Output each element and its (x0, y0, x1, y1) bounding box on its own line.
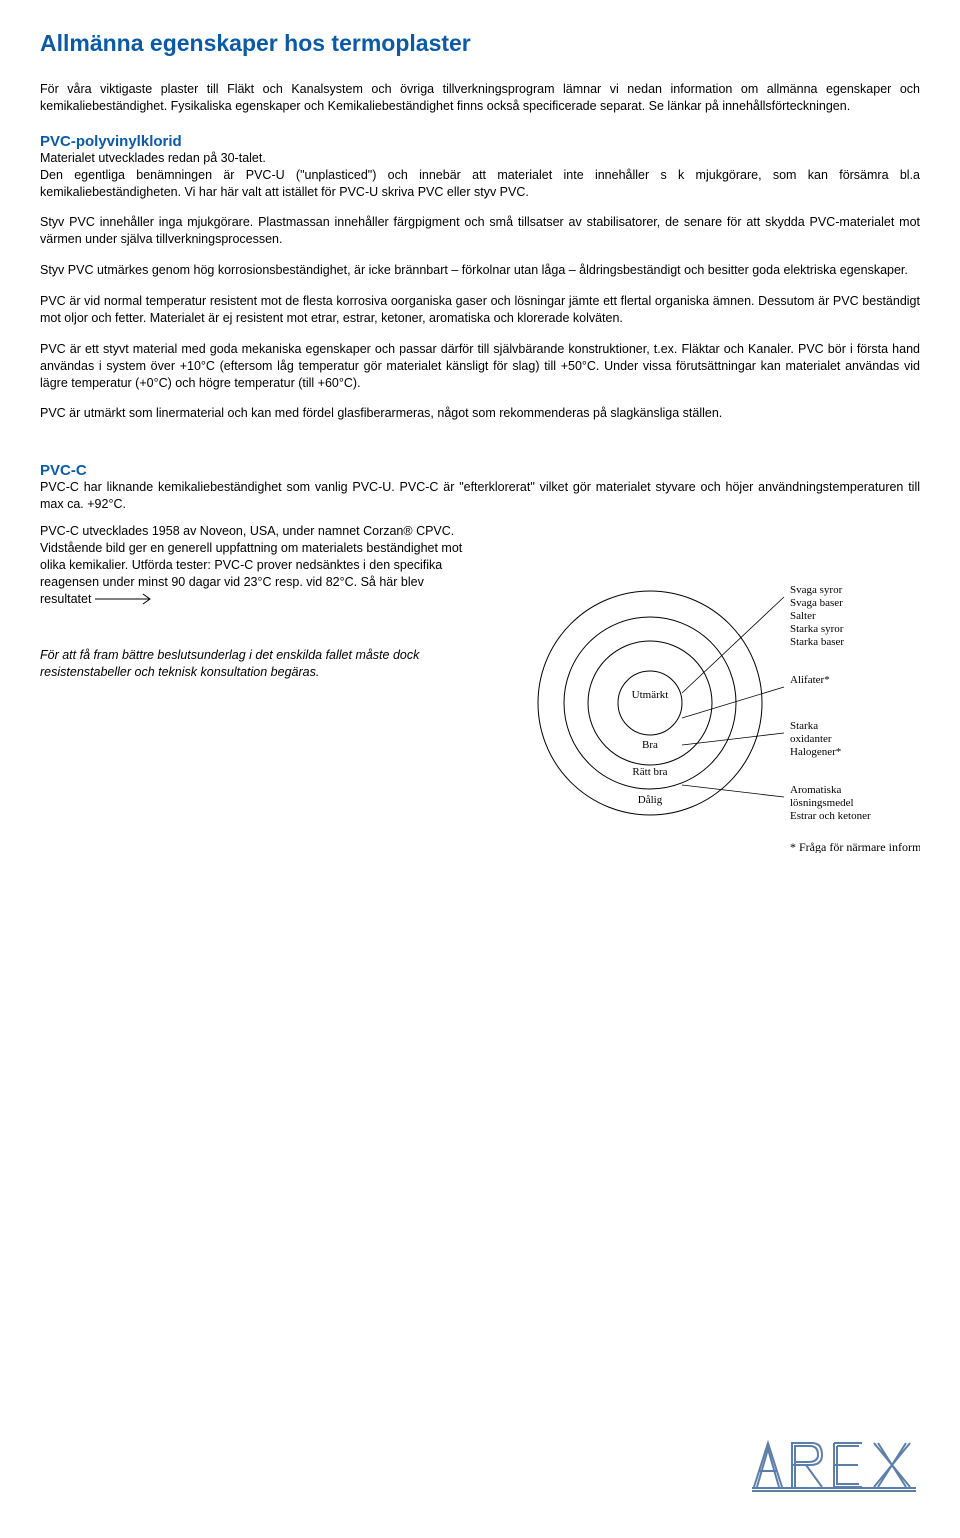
svg-text:lösningsmedel: lösningsmedel (790, 797, 854, 809)
svg-text:Rätt bra: Rätt bra (632, 766, 667, 778)
pvcc-left-column: PVC-C utvecklades 1958 av Noveon, USA, u… (40, 523, 470, 858)
pvc-p3: Styv PVC utmärkes genom hög korrosionsbe… (40, 262, 920, 279)
svg-text:Svaga syror: Svaga syror (790, 584, 843, 596)
pvc-p2: Styv PVC innehåller inga mjukgörare. Pla… (40, 214, 920, 248)
diagram-footnote: * Fråga för närmare information (790, 840, 920, 853)
pvcc-left1: PVC-C utvecklades 1958 av Noveon, USA, u… (40, 523, 470, 540)
svg-text:Starka: Starka (790, 720, 818, 732)
pvc-p4: PVC är vid normal temperatur resistent m… (40, 293, 920, 327)
svg-text:Svaga baser: Svaga baser (790, 597, 843, 609)
page-title: Allmänna egenskaper hos termoplaster (40, 30, 920, 57)
pvc-p1: Den egentliga benämningen är PVC-U ("unp… (40, 168, 920, 199)
pvc-p6: PVC är utmärkt som linermaterial och kan… (40, 405, 920, 422)
svg-text:Utmärkt: Utmärkt (632, 689, 669, 701)
pvc-lead: Materialet utvecklades redan på 30-talet… (40, 150, 920, 201)
svg-text:oxidanter: oxidanter (790, 733, 832, 745)
pvc-heading: PVC-polyvinylklorid (40, 133, 920, 150)
arex-logo (750, 1437, 920, 1498)
intro-paragraph: För våra viktigaste plaster till Fläkt o… (40, 81, 920, 115)
svg-text:Halogener*: Halogener* (790, 746, 841, 758)
resistance-diagram: Utmärkt Bra Rätt bra Dålig Svaga syrorSvaga… (490, 523, 920, 853)
svg-text:Estrar och ketoner: Estrar och ketoner (790, 810, 871, 822)
pvcc-diagram-column: Utmärkt Bra Rätt bra Dålig Svaga syrorSvaga… (490, 523, 920, 858)
pvcc-left2: Vidstående bild ger en generell uppfattn… (40, 540, 470, 608)
svg-text:Starka syror: Starka syror (790, 623, 844, 635)
pvc-lead-text: Materialet utvecklades redan på 30-talet… (40, 151, 266, 165)
svg-text:Bra: Bra (642, 739, 658, 751)
arrow-icon (95, 593, 155, 605)
svg-text:Dålig: Dålig (638, 794, 663, 806)
pvcc-consult: För att få fram bättre beslutsunderlag i… (40, 647, 470, 681)
svg-text:Aromatiska: Aromatiska (790, 784, 841, 796)
pvc-p5: PVC är ett styvt material med goda mekan… (40, 341, 920, 392)
svg-text:Salter: Salter (790, 610, 816, 622)
svg-text:Alifater*: Alifater* (790, 674, 830, 686)
svg-text:Starka baser: Starka baser (790, 636, 844, 648)
pvcc-heading: PVC-C (40, 462, 920, 479)
pvcc-intro: PVC-C har liknande kemikaliebeständighet… (40, 479, 920, 513)
